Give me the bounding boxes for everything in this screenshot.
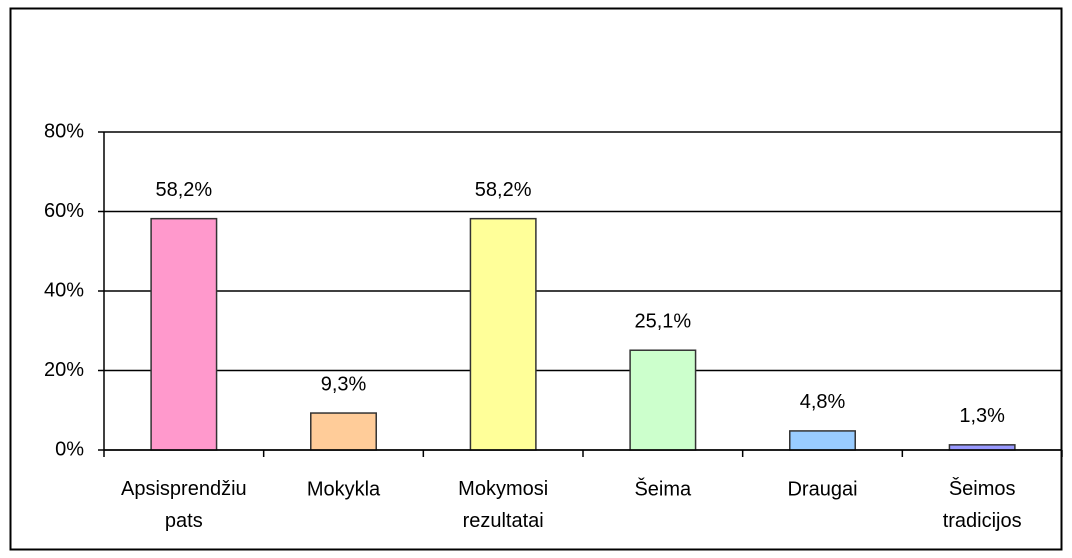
y-tick-label: 40% — [44, 279, 84, 301]
bar — [948, 444, 1016, 451]
x-tick-label: Šeima — [634, 477, 692, 500]
data-label: 4,8% — [800, 391, 846, 413]
bar — [789, 430, 856, 451]
x-tick-label: Mokykla — [307, 478, 381, 500]
data-label: 9,3% — [321, 373, 367, 395]
y-tick-label: 20% — [44, 359, 84, 381]
data-label: 58,2% — [475, 179, 532, 201]
x-tick-label: Mokymosi rezultatai — [458, 478, 548, 532]
x-tick-label: Šeimos tradicijos — [943, 477, 1022, 532]
x-tick-label-line: Šeimos — [949, 477, 1016, 500]
x-tick-label-line: Apsisprendžiu — [121, 478, 247, 500]
x-tick-label: Draugai — [787, 478, 857, 500]
bar — [629, 349, 697, 451]
bar — [150, 217, 218, 451]
x-tick-label-line: rezultatai — [463, 510, 544, 532]
y-tick-label: 80% — [44, 120, 84, 142]
x-tick-label: Apsisprendžiu pats — [121, 478, 247, 532]
y-tick-label: 60% — [44, 200, 84, 222]
data-label: 25,1% — [634, 311, 691, 333]
x-tick-label-line: Mokymosi — [458, 478, 548, 500]
bar — [310, 412, 377, 451]
x-tick-label-line: pats — [165, 510, 203, 532]
bar — [469, 217, 537, 451]
y-tick-label: 0% — [55, 438, 84, 460]
x-tick-label-line: tradicijos — [943, 510, 1022, 532]
data-label: 1,3% — [959, 405, 1005, 427]
data-label: 58,2% — [155, 179, 212, 201]
